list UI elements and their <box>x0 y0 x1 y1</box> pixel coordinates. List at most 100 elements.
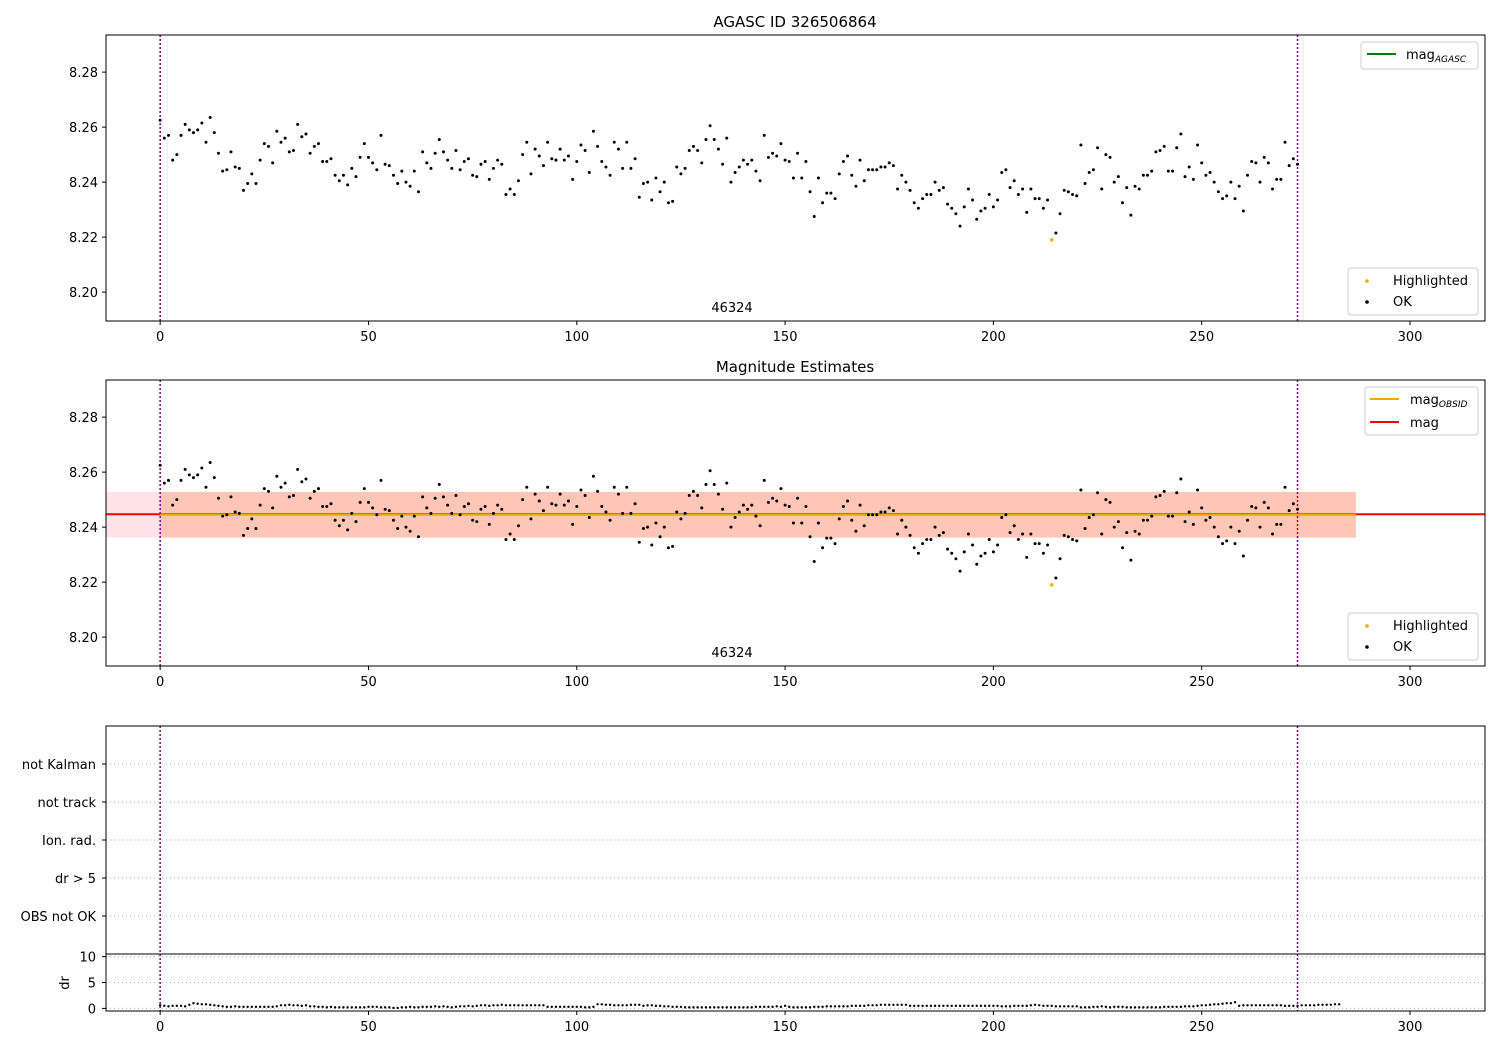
dr-point <box>738 1006 741 1009</box>
dr-point <box>488 1004 491 1008</box>
panel-agasc-ticks: 0 50 100 150 200 250 300 8.20 8.22 8.24 8.26 8.28 <box>69 66 1422 345</box>
dr-point <box>200 1003 204 1006</box>
dr-point <box>525 1004 528 1007</box>
ok-point <box>212 476 216 480</box>
dr-point <box>263 1005 266 1009</box>
ok-point <box>1016 538 1020 541</box>
ok-point <box>341 173 345 177</box>
ok-point <box>1058 212 1062 216</box>
ok-point <box>1275 177 1279 181</box>
ok-point <box>600 505 604 508</box>
ok-point <box>229 150 233 154</box>
dr-point <box>217 1004 220 1008</box>
ok-point <box>196 473 200 477</box>
ok-point <box>421 495 425 499</box>
ok-point <box>996 543 1000 547</box>
ok-point <box>358 155 362 159</box>
ok-point <box>896 187 900 191</box>
ok-point <box>1075 194 1079 198</box>
ok-point <box>1250 505 1254 508</box>
ok-point <box>271 506 275 510</box>
ok-point <box>900 173 904 177</box>
ok-point <box>1266 506 1270 510</box>
ok-point <box>666 546 670 550</box>
dr-point <box>342 1006 345 1009</box>
dr-point <box>896 1003 899 1006</box>
ok-point <box>1208 516 1212 519</box>
dr-point <box>421 1005 424 1009</box>
ok-point <box>800 176 804 180</box>
ok-point <box>1175 491 1179 495</box>
ok-point <box>408 184 412 188</box>
dr-point <box>779 1005 783 1009</box>
ok-point <box>346 528 350 532</box>
dr-point <box>1188 1005 1191 1008</box>
ok-point <box>337 179 341 183</box>
dr-point <box>1183 1005 1187 1008</box>
dr-point <box>983 1004 987 1008</box>
panel-agasc-highlighted-points <box>1050 238 1054 242</box>
ok-point <box>204 140 208 144</box>
ok-point <box>1196 143 1200 147</box>
ok-point <box>621 166 625 170</box>
ok-point <box>762 133 766 137</box>
ok-point <box>291 149 295 152</box>
x-tick-label: 150 <box>773 675 798 690</box>
dr-point <box>850 1004 853 1008</box>
dr-point <box>942 1004 945 1008</box>
y-tick-label: 8.22 <box>69 576 98 591</box>
ok-point <box>933 525 937 529</box>
dr-point <box>575 1005 578 1009</box>
dr-point <box>788 1005 791 1009</box>
dr-point <box>1021 1004 1024 1008</box>
dr-point <box>804 1006 808 1009</box>
ok-point <box>921 542 925 546</box>
dr-point <box>1050 1004 1053 1008</box>
ok-point <box>825 536 829 540</box>
dr-point <box>363 1006 366 1009</box>
dr-point <box>1200 1004 1203 1007</box>
ok-point <box>321 160 325 163</box>
ok-point <box>516 179 520 183</box>
ok-point <box>454 494 458 497</box>
dr-point <box>408 1005 412 1009</box>
ok-point <box>1046 543 1050 547</box>
ok-point <box>400 514 404 518</box>
ok-point <box>600 160 604 163</box>
ok-point <box>716 147 720 151</box>
ok-point <box>550 502 554 506</box>
dr-point <box>467 1004 470 1008</box>
ok-point <box>625 485 629 489</box>
dr-point <box>654 1004 658 1008</box>
dr-point <box>1171 1005 1174 1009</box>
ok-point <box>187 473 191 477</box>
dr-point <box>371 1005 374 1009</box>
ok-point <box>687 149 691 152</box>
legend-mag-agasc-label: magAGASC <box>1406 48 1467 65</box>
x-tick-label: 0 <box>156 330 164 345</box>
dr-point <box>1000 1005 1003 1008</box>
ok-point <box>1133 529 1137 533</box>
dr-point <box>1138 1006 1141 1009</box>
ok-point <box>1262 155 1266 159</box>
ok-point <box>1096 491 1100 495</box>
ok-point <box>1212 525 1216 529</box>
ok-point <box>804 160 808 163</box>
ok-point <box>808 190 812 194</box>
ok-point <box>887 506 891 510</box>
dr-point <box>292 1004 295 1007</box>
ok-point <box>958 569 962 573</box>
panel-magnitude-highlighted-points <box>1050 583 1054 587</box>
dr-point <box>404 1006 408 1009</box>
ok-point <box>1104 153 1108 157</box>
ok-point <box>675 510 679 514</box>
dr-point <box>1296 1004 1299 1008</box>
dr-point <box>1046 1004 1049 1008</box>
ok-point <box>729 525 733 529</box>
ok-point <box>579 488 583 492</box>
ok-point <box>416 190 420 194</box>
ok-point <box>1129 558 1133 562</box>
dr-point <box>679 1005 683 1009</box>
ok-point <box>925 193 929 196</box>
dr-point <box>588 1006 591 1009</box>
